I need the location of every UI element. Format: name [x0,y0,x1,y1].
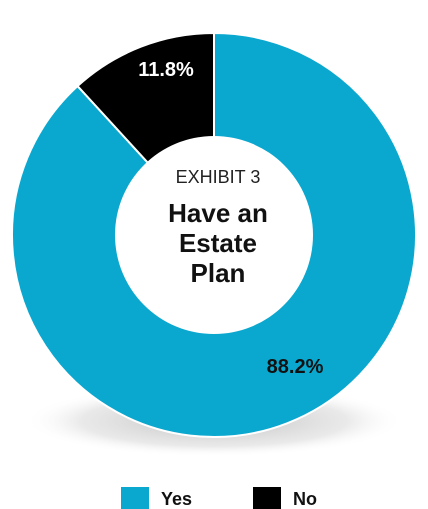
legend-label-no: No [293,489,317,509]
donut-hole [115,136,313,334]
slice-label-no: 11.8% [138,59,194,81]
center-exhibit-label: EXHIBIT 3 [176,167,261,187]
legend: Yes No [121,487,317,509]
center-title-line-1: Have an [168,198,268,228]
legend-label-yes: Yes [161,489,192,509]
center-title-line-2: Estate [179,228,257,258]
legend-swatch-yes [121,487,149,509]
center-title-line-3: Plan [191,258,246,288]
slice-label-yes: 88.2% [267,356,324,378]
legend-swatch-no [253,487,281,509]
